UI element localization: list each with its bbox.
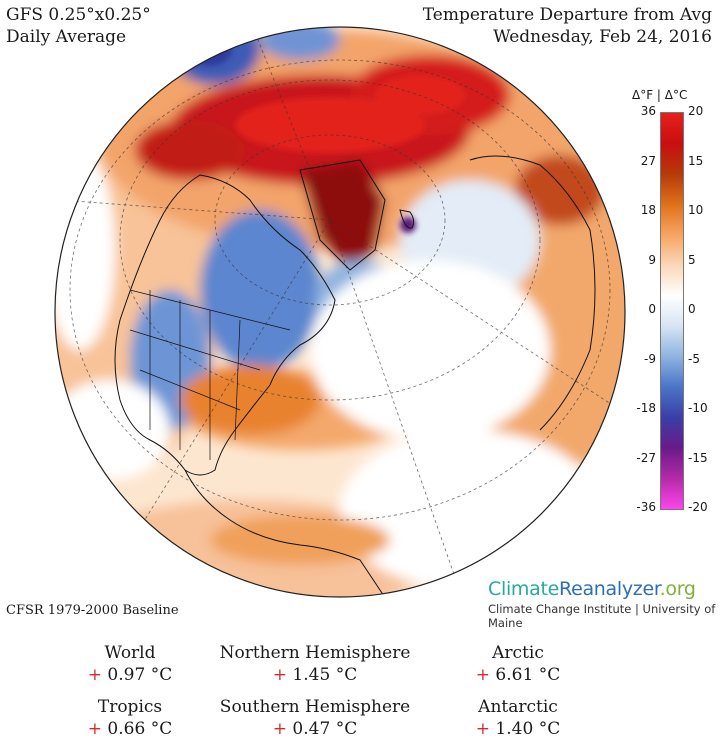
stat-value: + 0.66 °C	[30, 718, 230, 740]
color-legend: Δ°F | Δ°C 36 27 18 9 0 -9 -18 -27 -36 20 15 10 5 0 -5…	[628, 88, 722, 518]
tick-label-celsius: 20	[688, 104, 704, 118]
tick-label-fahrenheit: -27	[636, 450, 656, 465]
brand-site-part1: Climate	[488, 578, 560, 600]
legend-title: Δ°F | Δ°C	[632, 88, 688, 102]
tick-label-celsius: 15	[688, 153, 704, 168]
stat-value: + 0.47 °C	[215, 718, 415, 740]
stat-sign: +	[475, 665, 491, 685]
stat-northern-hemisphere: Northern Hemisphere + 1.45 °C	[215, 642, 415, 686]
stat-sign: +	[475, 719, 491, 739]
tick-label-celsius: -20	[688, 500, 708, 514]
baseline-label: CFSR 1979-2000 Baseline	[6, 603, 179, 618]
stat-value: + 6.61 °C	[418, 664, 618, 686]
tick-label-fahrenheit: 0	[648, 302, 656, 316]
brand-institution: Climate Change Institute | University of…	[488, 602, 716, 630]
anomaly-field	[55, 27, 625, 597]
brand-site-part2: Reanalyzer	[559, 578, 660, 600]
stat-number: 0.97 °C	[102, 665, 173, 685]
tick-label-fahrenheit: -18	[636, 401, 656, 415]
stat-region: Tropics	[97, 697, 163, 717]
stat-region: Arctic	[492, 643, 544, 663]
stat-number: 0.47 °C	[287, 719, 358, 739]
stat-number: 1.45 °C	[287, 665, 358, 685]
tick-label-celsius: -5	[688, 351, 700, 366]
stat-number: 0.66 °C	[102, 719, 173, 739]
stat-sign: +	[272, 665, 288, 685]
stat-value: + 1.40 °C	[418, 718, 618, 740]
stat-sign: +	[87, 719, 103, 739]
stat-region: World	[104, 643, 156, 663]
period-label: Daily Average	[6, 27, 127, 47]
model-label: GFS 0.25°x0.25°	[6, 5, 151, 25]
brand-site-part3: .org	[659, 578, 696, 600]
stat-arctic: Arctic + 6.61 °C	[418, 642, 618, 686]
political-borders	[129, 289, 291, 460]
header-left: GFS 0.25°x0.25° Daily Average	[6, 4, 151, 48]
stat-number: 6.61 °C	[490, 665, 561, 685]
stat-value: + 0.97 °C	[30, 664, 230, 686]
tick-label-fahrenheit: -9	[644, 351, 656, 366]
tick-label-fahrenheit: 27	[640, 153, 656, 168]
stat-region: Antarctic	[478, 697, 558, 717]
coastlines	[114, 155, 596, 597]
tick-label-celsius: -15	[688, 450, 708, 465]
stat-sign: +	[272, 719, 288, 739]
tick-label-celsius: 5	[688, 252, 696, 267]
map-date: Wednesday, Feb 24, 2016	[493, 27, 712, 47]
globe-outline	[54, 26, 626, 598]
stat-value: + 1.45 °C	[215, 664, 415, 686]
colorbar	[660, 112, 684, 510]
stat-tropics: Tropics + 0.66 °C	[30, 696, 230, 740]
stat-antarctic: Antarctic + 1.40 °C	[418, 696, 618, 740]
brand-site: ClimateReanalyzer.org	[488, 578, 722, 600]
tick-label-fahrenheit: 36	[640, 104, 656, 118]
tick-label-fahrenheit: 18	[640, 203, 656, 217]
map-title: Temperature Departure from Avg	[422, 5, 712, 25]
stat-sign: +	[87, 665, 103, 685]
tick-label-celsius: -10	[688, 401, 708, 415]
tick-label-celsius: 0	[688, 302, 696, 316]
tick-label-celsius: 10	[688, 203, 704, 217]
stat-southern-hemisphere: Southern Hemisphere + 0.47 °C	[215, 696, 415, 740]
stat-region: Southern Hemisphere	[219, 697, 411, 717]
stat-region: Northern Hemisphere	[219, 643, 411, 663]
tick-label-fahrenheit: -36	[636, 500, 656, 514]
stat-number: 1.40 °C	[490, 719, 561, 739]
stat-world: World + 0.97 °C	[30, 642, 230, 686]
climate-reanalyzer-logo: ClimateReanalyzer.org Climate Change Ins…	[488, 578, 722, 630]
header-right: Temperature Departure from Avg Wednesday…	[423, 4, 712, 48]
graticule	[59, 27, 621, 597]
tick-label-fahrenheit: 9	[648, 252, 656, 267]
